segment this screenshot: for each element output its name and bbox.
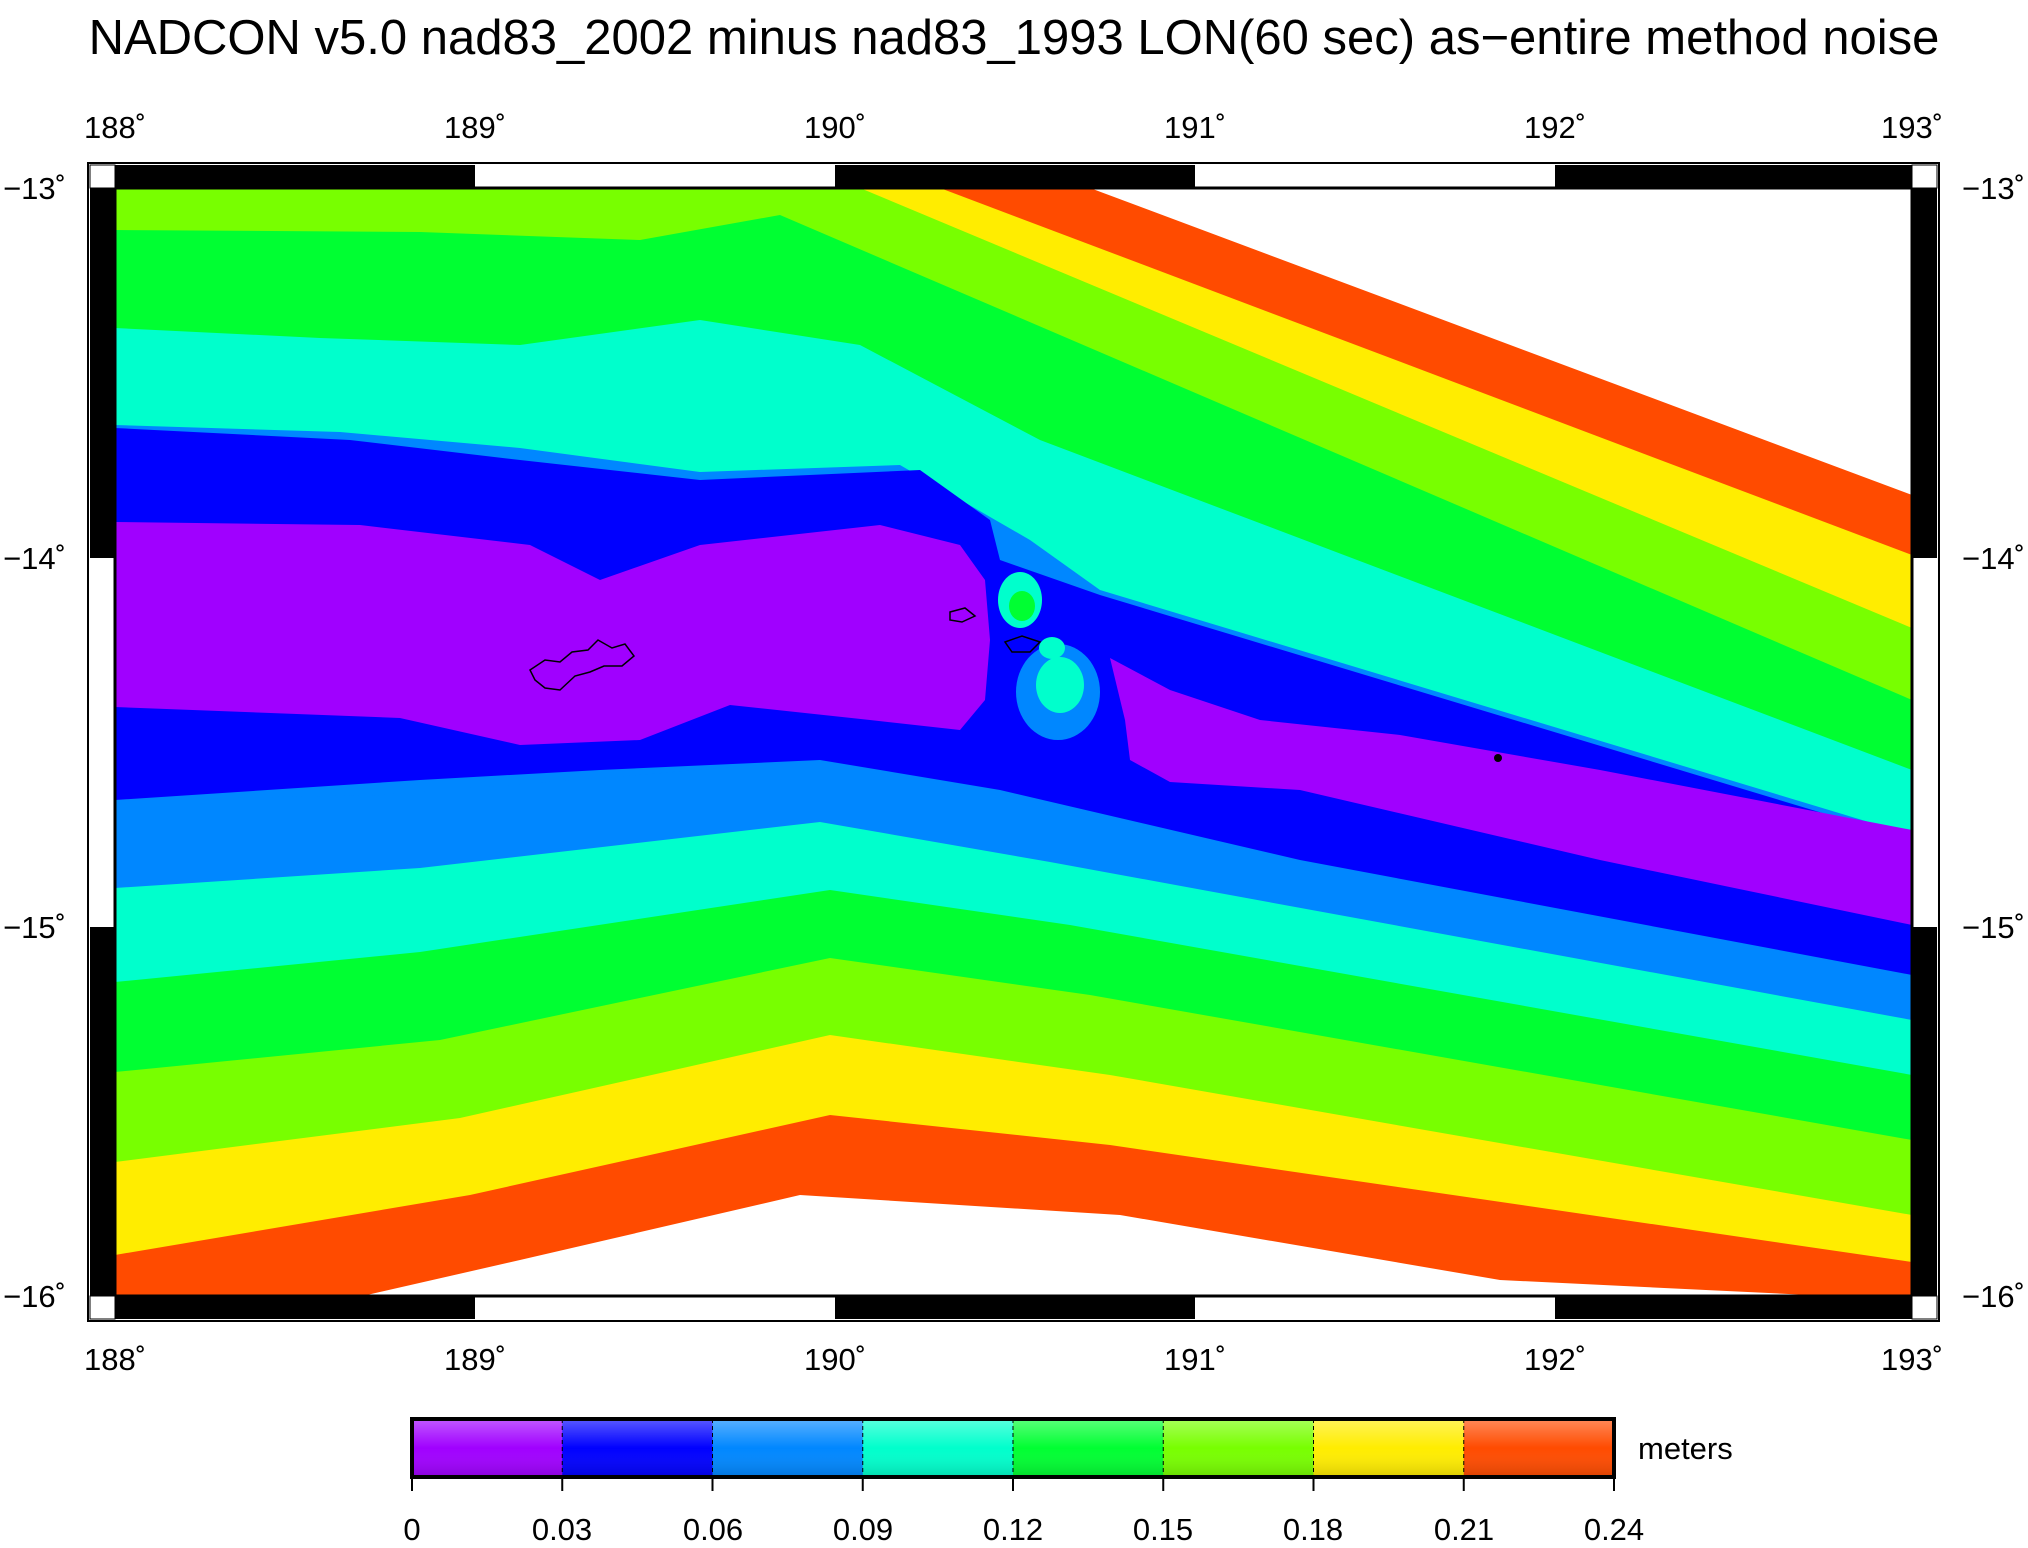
colorbar-level-label: 0.15 <box>1133 1512 1193 1547</box>
island-tutuila <box>949 607 977 623</box>
band-bottom-white <box>362 1195 1830 1296</box>
contour-bands <box>115 188 1912 1296</box>
lat-tick-label: −14˚ <box>1962 541 2025 576</box>
lat-tick-label: −16˚ <box>1962 1279 2025 1314</box>
colorbar-level-label: 0.06 <box>683 1512 743 1547</box>
colorbar-level-label: 0 <box>403 1512 420 1547</box>
lon-tick-label: 191˚ <box>1164 1342 1226 1377</box>
lon-tick-label: 191˚ <box>1164 110 1226 145</box>
lon-tick-label: 190˚ <box>804 1342 866 1377</box>
map-title: NADCON v5.0 nad83_2002 minus nad83_1993 … <box>88 11 1940 65</box>
colorbar-level-label: 0.03 <box>532 1512 592 1547</box>
colorbar: 0 0.03 0.06 0.09 0.12 0.15 0.18 0.21 0.2… <box>403 1417 1733 1547</box>
colorbar-labels: 0 0.03 0.06 0.09 0.12 0.15 0.18 0.21 0.2… <box>403 1512 1644 1547</box>
lat-tick-label: −15˚ <box>3 910 66 945</box>
lon-tick-label: 193˚ <box>1881 1342 1943 1377</box>
map-frame <box>87 162 1940 1322</box>
lat-ticks-right: −13˚ −14˚ −15˚ −16˚ <box>1962 171 2025 1314</box>
lat-ticks-left: −13˚ −14˚ −15˚ −16˚ <box>3 171 66 1314</box>
island-upolu-savaii <box>529 639 636 691</box>
band-center-purple-right <box>1110 658 1912 925</box>
anomaly-cyan-lower <box>1036 657 1084 713</box>
colorbar-level-label: 0.24 <box>1584 1512 1644 1547</box>
lat-tick-label: −15˚ <box>1962 910 2025 945</box>
colorbar-level-label: 0.21 <box>1434 1512 1494 1547</box>
anomaly-cyan-small <box>1039 637 1065 659</box>
lon-tick-label: 188˚ <box>84 1342 146 1377</box>
lon-tick-label: 188˚ <box>84 110 146 145</box>
lon-tick-label: 192˚ <box>1524 1342 1586 1377</box>
anomaly-green-upper <box>1009 591 1035 621</box>
colorbar-level-label: 0.18 <box>1283 1512 1343 1547</box>
lat-tick-label: −14˚ <box>3 541 66 576</box>
island-rose-atoll <box>1494 754 1502 762</box>
lon-tick-label: 189˚ <box>444 110 506 145</box>
band-center-purple-left <box>115 522 990 745</box>
lon-ticks-bottom: 188˚ 189˚ 190˚ 191˚ 192˚ 193˚ <box>84 1342 1943 1377</box>
lon-tick-label: 189˚ <box>444 1342 506 1377</box>
lat-tick-label: −13˚ <box>3 171 66 206</box>
lat-tick-label: −13˚ <box>1962 171 2025 206</box>
colorbar-ticks <box>411 1419 1615 1491</box>
lon-tick-label: 192˚ <box>1524 110 1586 145</box>
lon-ticks-top: 188˚ 189˚ 190˚ 191˚ 192˚ 193˚ <box>84 110 1943 145</box>
lon-tick-label: 193˚ <box>1881 110 1943 145</box>
colorbar-level-label: 0.09 <box>833 1512 893 1547</box>
colorbar-level-label: 0.12 <box>983 1512 1043 1547</box>
island-outlines <box>529 607 1042 691</box>
island-manua <box>1003 635 1042 653</box>
lat-tick-label: −16˚ <box>3 1279 66 1314</box>
colorbar-units: meters <box>1638 1431 1733 1466</box>
lon-tick-label: 190˚ <box>804 110 866 145</box>
